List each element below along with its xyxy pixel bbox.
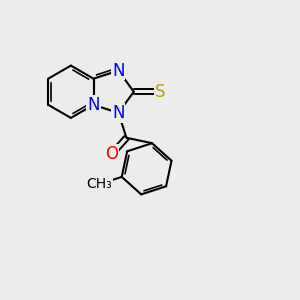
Text: N: N (112, 104, 125, 122)
Text: S: S (155, 83, 165, 101)
Text: CH₃: CH₃ (86, 177, 112, 191)
Text: N: N (87, 96, 100, 114)
Text: O: O (105, 145, 118, 163)
Text: N: N (112, 61, 125, 80)
